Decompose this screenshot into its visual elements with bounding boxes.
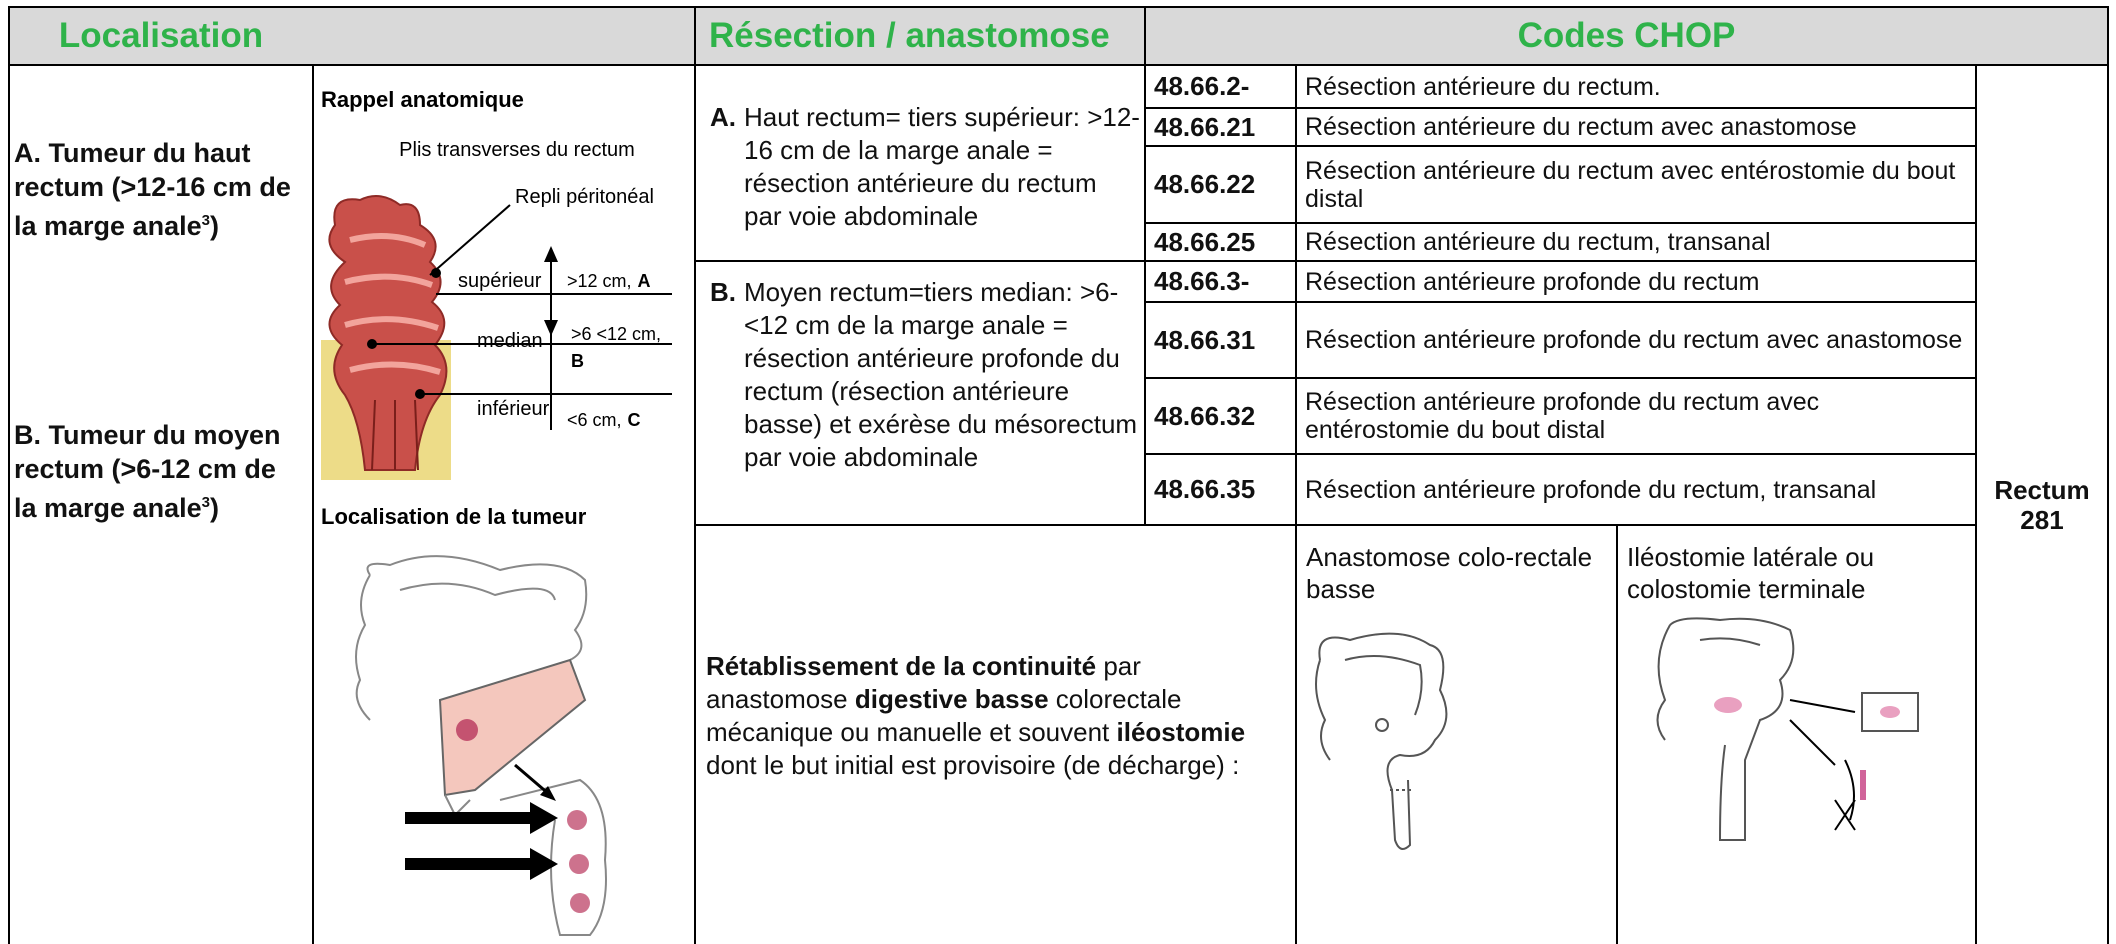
code-cell: 48.66.31 [1154,324,1256,355]
rectum-drawing [321,195,451,480]
section-number: 281 [2020,504,2064,535]
resection-b: B. Moyen rectum=tiers median: >6-<12 cm d… [710,276,1140,474]
border [2107,6,2109,944]
text: Moyen rectum=tiers median: >6-<12 cm de … [744,277,1138,472]
code-cell: 48.66.21 [1154,111,1256,142]
code-cell: 48.66.32 [1154,400,1256,431]
localisation-b: B. Tumeur du moyen rectum (>6-12 cm de l… [14,418,294,525]
border [1145,301,1976,303]
letter: A. [710,102,736,132]
anatomy-figure: Rappel anatomique Plis transverses du re… [321,87,672,936]
level-range: >12 cm, A [567,271,651,291]
restoration-text: Rétablissement de la continuité par anas… [706,650,1276,782]
border [695,524,1976,526]
header-text: Codes CHOP [1517,16,1736,55]
description-cell: Résection antérieure du rectum, transana… [1305,228,1771,256]
level-name: supérieur [458,270,542,292]
header-text: Résection / anastomose [709,16,1110,55]
border [1145,222,1976,224]
border [1616,525,1618,944]
border [8,6,2109,8]
resection-a: A. Haut rectum= tiers supérieur: >12-16 c… [710,101,1140,233]
text: ) [209,211,219,241]
description-cell: Résection antérieure profonde du rectum … [1305,326,1963,354]
anatomy-subtitle: Plis transverses du rectum [399,139,635,161]
code-cell: 48.66.35 [1154,474,1256,504]
code-cell: 48.66.22 [1154,169,1256,199]
header-text: Localisation [58,16,264,55]
code-cell: 48.66.3- [1154,266,1250,296]
level-name: median [477,330,543,352]
illustrations [1315,617,1919,850]
border [1145,377,1976,379]
description-cell: Résection antérieure du rectum. [1305,72,1661,101]
letter: A [638,271,651,291]
footnote: 3 [201,494,210,511]
header-cell: Localisation [9,7,313,65]
border [8,64,2109,66]
text: A. Tumeur du haut rectum (>12-16 cm de l… [14,138,291,241]
anatomy-title: Rappel anatomique [321,87,524,112]
illustration-caption: Iléostomie latérale ou colostomie termin… [1627,542,1875,604]
text: B. Tumeur du moyen rectum (>6-12 cm de l… [14,420,281,523]
text-run: Rétablissement de la continuité [706,651,1097,681]
border [694,6,696,944]
description-cell: Résection antérieure du rectum avec anas… [1305,113,1857,141]
header-cell: Codes CHOP [1145,7,2108,65]
description-cell: Résection antérieure profonde du rectum [1305,267,1760,296]
colon-drawing [355,555,607,936]
text: Haut rectum= tiers supérieur: >12-16 cm … [744,102,1140,231]
text-run: iléostomie [1116,717,1246,747]
border [8,6,10,944]
description-cell: Résection antérieure du rectum avec enté… [1305,156,1956,213]
fold-label: Repli péritonéal [515,186,654,208]
description-cell: Résection antérieure profonde du rectum,… [1305,475,1877,504]
border [1145,453,1976,455]
section-name: Rectum [1994,474,2090,505]
letter: B [571,351,584,371]
localisation-a: A. Tumeur du haut rectum (>12-16 cm de l… [14,136,294,243]
letter: C [628,410,641,430]
level-range: <6 cm, C [567,410,641,430]
code-cell: 48.66.25 [1154,226,1256,257]
tumor-title: Localisation de la tumeur [321,504,587,529]
text: ) [209,493,219,523]
illustration-caption: Anastomose colo-rectale basse [1306,542,1593,604]
code-cell: 48.66.2- [1154,71,1250,101]
text-run: colorectale mécanique ou manuelle et sou… [706,684,1182,747]
border [1145,107,1976,109]
footnote: 3 [201,212,210,229]
text-run: dont le but initial est provisoire (de d… [706,750,1240,780]
level-range: >6 <12 cm, [571,324,661,344]
level-name: inférieur [477,398,550,420]
border [1295,65,1297,944]
description-cell: Résection antérieure profonde du rectum … [1305,388,1820,444]
border [312,65,314,944]
border [1145,145,1976,147]
border [695,260,1976,262]
header-cell [313,7,695,65]
border [1144,6,1146,526]
border [1975,65,1977,944]
header-cell: Résection / anastomose [695,7,1145,65]
text-run: par anastomose [706,651,1141,714]
letter: B. [710,277,736,307]
range: <6 cm, [567,410,622,430]
section-cell: Rectum 281 [1976,65,2108,944]
text-run: digestive basse [854,684,1049,714]
range: >12 cm, [567,271,632,291]
